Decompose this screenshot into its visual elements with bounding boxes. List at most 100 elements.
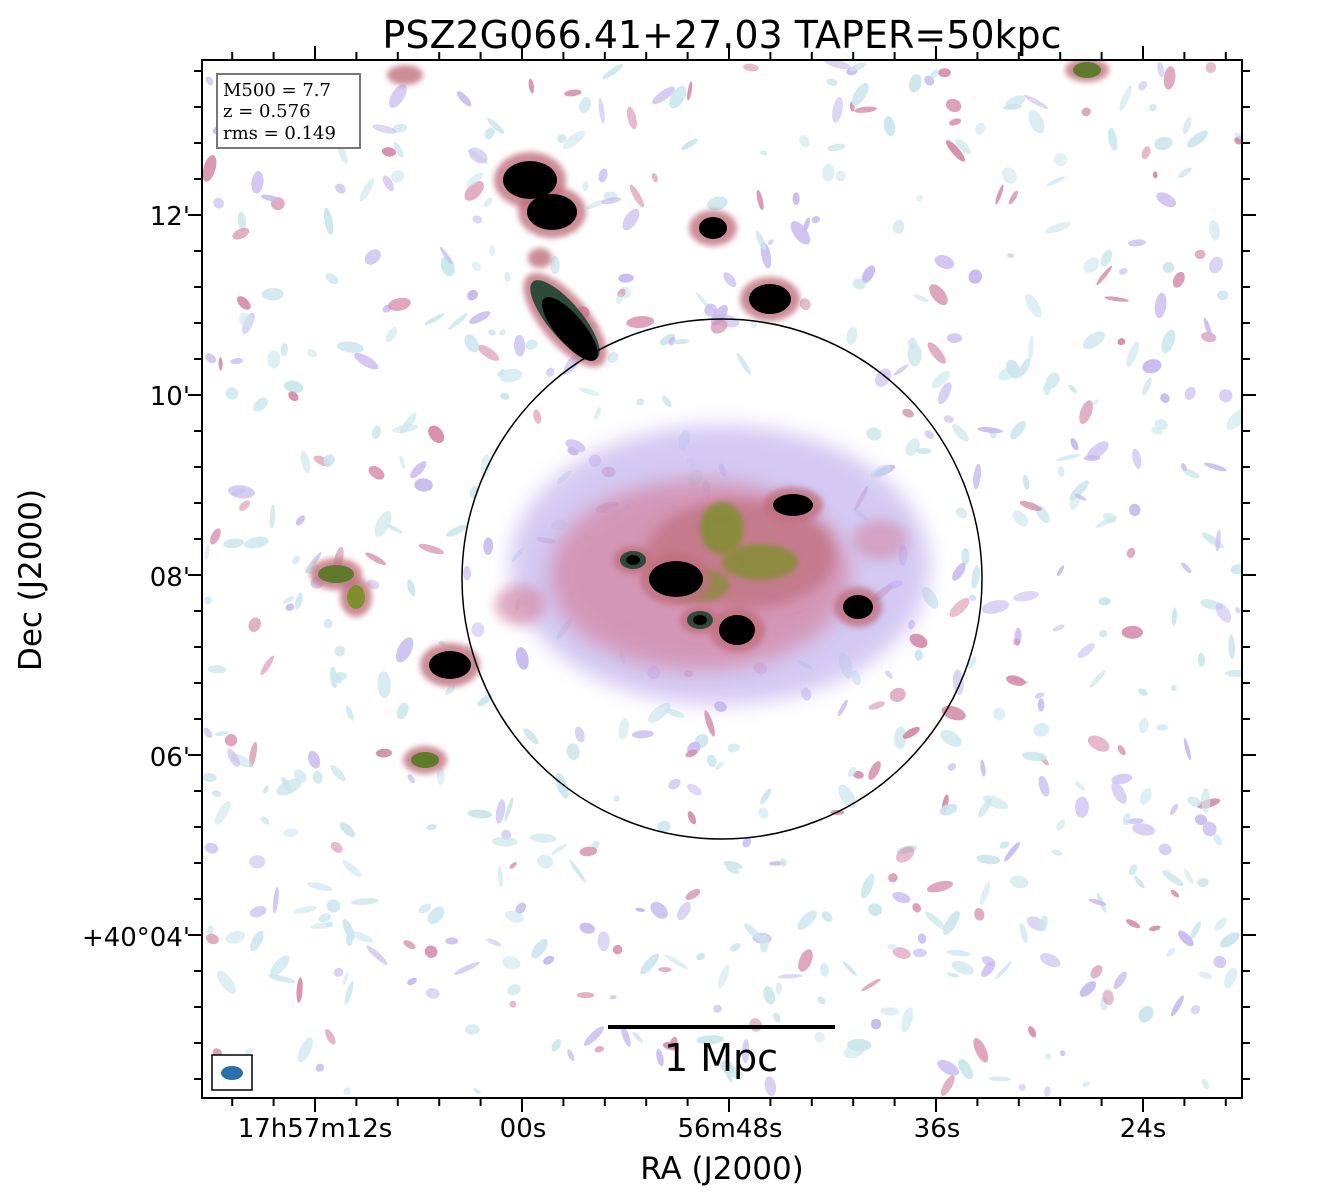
noise-blob — [696, 1035, 724, 1045]
noise-blob — [342, 972, 349, 986]
noise-blob — [868, 701, 886, 710]
noise-blob — [1148, 103, 1157, 112]
noise-blob — [1138, 1005, 1154, 1023]
noise-blob — [706, 754, 717, 768]
noise-blob — [696, 952, 706, 961]
noise-blob — [803, 217, 811, 231]
noise-blob — [579, 846, 598, 857]
noise-blob — [846, 326, 858, 345]
noise-blob — [569, 859, 586, 883]
noise-blob — [664, 954, 688, 969]
noise-blob — [249, 855, 266, 869]
noise-blob — [597, 931, 610, 952]
noise-blob — [713, 1004, 722, 1013]
noise-blob — [1169, 803, 1179, 816]
noise-blob — [851, 83, 869, 106]
noise-blob — [466, 172, 484, 187]
noise-blob — [515, 902, 527, 914]
noise-blob — [483, 537, 494, 555]
noise-blob — [727, 743, 740, 753]
noise-blob — [497, 369, 506, 377]
noise-blob — [282, 595, 295, 604]
noise-blob — [946, 949, 971, 957]
noise-blob — [1002, 167, 1017, 184]
noise-blob — [203, 727, 213, 738]
noise-blob — [1074, 493, 1087, 501]
noise-blob — [564, 89, 582, 97]
noise-blob — [901, 1007, 914, 1033]
noise-blob — [414, 478, 433, 492]
noise-blob — [567, 1049, 575, 1062]
noise-blob — [775, 982, 782, 994]
noise-blob — [1092, 399, 1099, 405]
noise-blob — [1044, 1053, 1052, 1060]
noise-blob — [889, 687, 906, 702]
noise-blob — [1044, 1086, 1051, 1097]
noise-blob — [1018, 1083, 1026, 1091]
noise-blob — [687, 81, 693, 101]
noise-blob — [939, 803, 958, 816]
noise-blob — [707, 196, 728, 211]
noise-blob — [875, 368, 892, 387]
noise-blob — [868, 903, 883, 916]
noise-blob — [204, 596, 212, 605]
noise-blob — [392, 424, 419, 433]
noise-blob — [931, 370, 950, 389]
x-axis-label: RA (J2000) — [640, 1151, 804, 1187]
noise-blob — [586, 199, 606, 210]
noise-blob — [961, 548, 970, 566]
noise-blob — [1056, 819, 1066, 831]
noise-blob — [1007, 253, 1015, 259]
noise-blob — [1070, 438, 1079, 451]
noise-blob — [925, 911, 947, 930]
noise-blob — [333, 671, 347, 681]
noise-blob — [1069, 480, 1089, 501]
noise-blob — [652, 86, 675, 105]
noise-blob — [883, 116, 895, 137]
noise-blob — [618, 273, 634, 283]
noise-blob — [252, 397, 269, 412]
noise-blob — [951, 960, 974, 975]
noise-blob — [760, 788, 772, 805]
ra-tick-labels: 17h57m12s 00s 56m48s 36s 24s — [238, 1114, 1167, 1144]
noise-blob — [1113, 971, 1127, 990]
noise-blob — [1019, 923, 1028, 943]
noise-blob — [626, 315, 655, 329]
noise-blob — [726, 866, 740, 875]
noise-blob — [260, 816, 270, 825]
noise-blob — [668, 778, 681, 790]
noise-blob — [685, 749, 698, 758]
noise-blob — [820, 962, 829, 977]
noise-blob — [1197, 652, 1205, 667]
noise-blob — [225, 387, 239, 400]
noise-blob — [1056, 453, 1081, 461]
noise-blob — [1107, 127, 1118, 151]
noise-blob — [912, 948, 927, 958]
noise-blob — [216, 970, 237, 994]
noise-blob — [268, 974, 296, 984]
noise-blob — [949, 118, 962, 126]
noise-blob — [780, 858, 787, 867]
noise-blob — [583, 1026, 605, 1046]
noise-blob — [232, 227, 250, 240]
noise-blob — [946, 972, 960, 978]
noise-blob — [1170, 684, 1177, 692]
noise-blob — [565, 439, 586, 453]
noise-blob — [1003, 103, 1023, 110]
noise-blob — [937, 1059, 960, 1076]
noise-blob — [656, 1048, 664, 1067]
info-redshift: z = 0.576 — [223, 101, 311, 122]
noise-blob — [1082, 1081, 1091, 1087]
noise-blob — [396, 637, 414, 663]
noise-blob — [718, 964, 730, 989]
noise-blob — [1127, 239, 1147, 247]
noise-blob — [1219, 932, 1240, 948]
noise-blob — [951, 423, 969, 442]
noise-blob — [723, 860, 743, 870]
noise-blob — [365, 552, 387, 566]
noise-blob — [1154, 292, 1167, 319]
noise-blob — [1052, 624, 1065, 632]
noise-blob — [1182, 117, 1192, 135]
noise-blob — [938, 382, 952, 405]
